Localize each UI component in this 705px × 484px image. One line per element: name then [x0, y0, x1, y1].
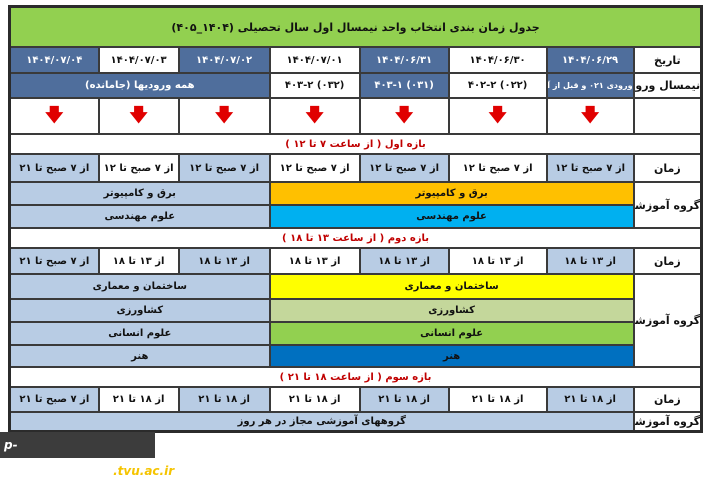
- time-cell: از ۷ صبح تا ۱۲: [177, 153, 271, 183]
- group-label: گروه آموزشی: [632, 411, 703, 432]
- time-cell: از ۱۸ تا ۲۱: [358, 386, 450, 413]
- entry-cell: ۴۰۲-۲ (۰۲۲): [447, 72, 548, 99]
- time-cell: از ۱۸ تا ۲۱: [268, 386, 361, 413]
- band-1-heading: بازه اول ( از ساعت ۷ تا ۱۲ ): [8, 133, 703, 155]
- group-label: گروه آموزشی: [632, 273, 703, 368]
- down-arrow-icon: 🡇: [545, 97, 635, 135]
- entry-cell: ۴۰۳-۲ (۰۳۲): [268, 72, 361, 99]
- entry-cell: ورودی ۰۲۱ و قبل از آن: [545, 72, 635, 99]
- group-cell: ساختمان و معماری: [268, 273, 635, 300]
- date-cell: ۱۴۰۴/۰۷/۰۳: [97, 46, 180, 74]
- time-cell: از ۱۸ تا ۲۱: [97, 386, 180, 413]
- group-cell: برق و کامپیوتر: [8, 181, 271, 206]
- time-cell: از ۱۳ تا ۱۸: [97, 247, 180, 275]
- time-label: زمان: [632, 247, 703, 275]
- down-arrow-icon: 🡇: [177, 97, 271, 135]
- page-title: جدول زمان بندی انتخاب واحد نیمسال اول سا…: [8, 5, 703, 48]
- time-cell: از ۱۳ تا ۱۸: [177, 247, 271, 275]
- group-cell: کشاورزی: [8, 298, 271, 323]
- date-cell: ۱۴۰۴/۰۷/۰۴: [8, 46, 100, 74]
- time-cell: از ۱۸ تا ۲۱: [545, 386, 635, 413]
- time-label: زمان: [632, 386, 703, 413]
- date-cell: ۱۴۰۴/۰۶/۳۱: [358, 46, 450, 74]
- date-cell: ۱۴۰۴/۰۶/۳۰: [447, 46, 548, 74]
- date-label: تاریخ: [632, 46, 703, 74]
- time-cell: از ۱۸ تا ۲۱: [447, 386, 548, 413]
- group-cell: علوم مهندسی: [268, 204, 635, 229]
- group-cell: برق و کامپیوتر: [268, 181, 635, 206]
- time-cell: از ۱۸ تا ۲۱: [177, 386, 271, 413]
- date-cell: ۱۴۰۴/۰۷/۰۲: [177, 46, 271, 74]
- time-cell: از ۷ صبح تا ۱۲: [545, 153, 635, 183]
- entry-cell: همه ورودیها (جامانده): [8, 72, 271, 99]
- entry-cell: ۴۰۳-۱ (۰۳۱): [358, 72, 450, 99]
- down-arrow-icon: 🡇: [358, 97, 450, 135]
- time-cell: از ۱۳ تا ۱۸: [268, 247, 361, 275]
- down-arrow-icon: 🡇: [447, 97, 548, 135]
- time-cell: از ۷ صبح تا ۲۱: [8, 247, 100, 275]
- entry-label: نیمسال ورود: [632, 72, 703, 99]
- down-arrow-icon: 🡇: [97, 97, 180, 135]
- group-cell: هنر: [268, 344, 635, 368]
- group-cell: علوم انسانی: [268, 321, 635, 346]
- watermark-suffix: .tvu.ac.ir: [113, 464, 175, 478]
- group-cell: علوم انسانی: [8, 321, 271, 346]
- group-cell: علوم مهندسی: [8, 204, 271, 229]
- time-cell: از ۱۳ تا ۱۸: [545, 247, 635, 275]
- group-cell: ساختمان و معماری: [8, 273, 271, 300]
- band-3-heading: بازه سوم ( از ساعت ۱۸ تا ۲۱ ): [8, 366, 703, 388]
- group-cell: گروههای آموزشی مجاز در هر روز: [8, 411, 635, 432]
- time-label: زمان: [632, 153, 703, 183]
- down-arrow-icon: 🡇: [8, 97, 100, 135]
- time-cell: از ۷ صبح تا ۲۱: [8, 386, 100, 413]
- watermark-domain: p-islamabadgharb: [4, 438, 114, 478]
- time-cell: از ۷ صبح تا ۲۱: [8, 153, 100, 183]
- time-cell: از ۷ صبح تا ۱۲: [268, 153, 361, 183]
- group-label: گروه آموزشی: [632, 181, 703, 229]
- group-cell: کشاورزی: [268, 298, 635, 323]
- time-cell: از ۷ صبح تا ۱۲: [97, 153, 180, 183]
- group-cell: هنر: [8, 344, 271, 368]
- band-2-heading: بازه دوم ( از ساعت ۱۳ تا ۱۸ ): [8, 227, 703, 249]
- date-cell: ۱۴۰۴/۰۶/۲۹: [545, 46, 635, 74]
- watermark: p-islamabadgharb.tvu.ac.ir: [0, 432, 174, 478]
- schedule-table: جدول زمان بندی انتخاب واحد نیمسال اول سا…: [8, 5, 704, 433]
- time-cell: از ۷ صبح تا ۱۲: [358, 153, 450, 183]
- time-cell: از ۱۳ تا ۱۸: [358, 247, 450, 275]
- time-cell: از ۷ صبح تا ۱۲: [447, 153, 548, 183]
- time-cell: از ۱۳ تا ۱۸: [447, 247, 548, 275]
- empty-cell: [632, 97, 703, 135]
- date-cell: ۱۴۰۴/۰۷/۰۱: [268, 46, 361, 74]
- down-arrow-icon: 🡇: [268, 97, 361, 135]
